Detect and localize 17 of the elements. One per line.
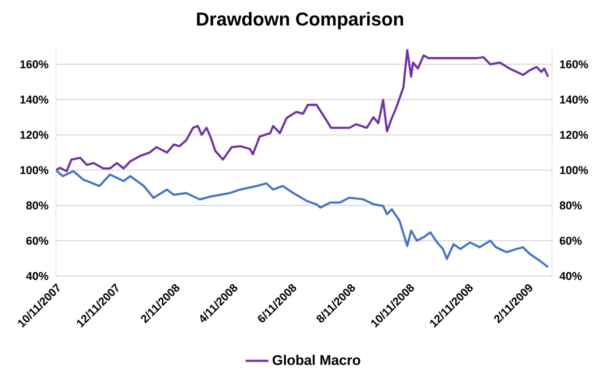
y-tick-label: 160% [20, 60, 48, 68]
y2-tick-label: 40% [560, 272, 582, 280]
y2-tick-label: 60% [560, 236, 582, 245]
y2-tick-label: 140% [560, 96, 588, 104]
y-tick-label: 60% [26, 236, 48, 245]
line-series [56, 169, 550, 268]
y-tick-label: 100% [20, 166, 48, 174]
y-tick-label: 120% [20, 130, 48, 139]
y-tick-label: 80% [26, 201, 48, 210]
y2-tick-label: 160% [560, 60, 588, 68]
y2-tick-label: 100% [560, 166, 588, 174]
chart-title: Drawdown Comparison [197, 12, 404, 30]
y2-tick-label: 80% [560, 201, 582, 210]
y-tick-label: 140% [20, 96, 48, 104]
y-tick-label: 40% [26, 272, 48, 280]
legend-label: Global Macro [272, 354, 360, 366]
y2-tick-label: 120% [560, 130, 588, 139]
